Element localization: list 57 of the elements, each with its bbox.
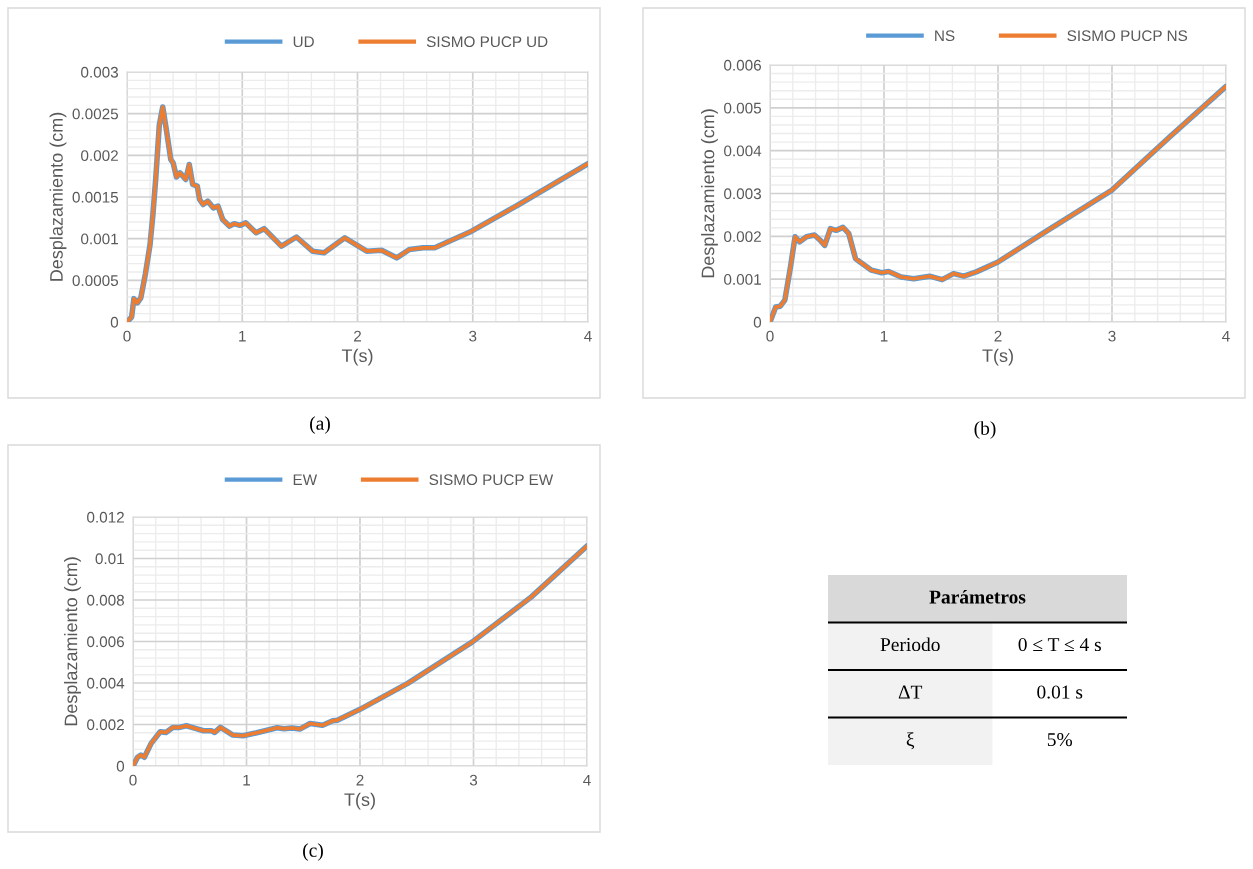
y-tick-label: 0.006 (724, 59, 761, 71)
legend-label: SISMO PUCP NS (1067, 30, 1188, 42)
legend-label: SISMO PUCP EW (429, 474, 554, 486)
x-tick-label: 4 (1222, 330, 1230, 342)
legend-label: UD (293, 36, 314, 48)
text: ξ (906, 732, 915, 750)
y-tick-label: 0.008 (87, 594, 125, 606)
text: ΔT (898, 685, 923, 699)
text: Parámetros (929, 589, 1026, 604)
x-tick-label: 4 (583, 774, 591, 786)
y-tick-label: 0.012 (87, 511, 124, 523)
text: Periodo (880, 637, 940, 652)
text: (b) (974, 421, 996, 439)
x-tick-label: 3 (1108, 330, 1116, 342)
y-tick-label: 0.005 (724, 102, 762, 114)
x-tick-label: 0 (766, 330, 774, 342)
y-tick-label: 0.004 (724, 145, 762, 157)
y-tick-label: 0.0005 (72, 275, 119, 287)
y-tick-label: 0.01 (95, 553, 124, 565)
legend-label: SISMO PUCP UD (426, 36, 548, 48)
y-tick-label: 0.002 (87, 719, 124, 731)
x-axis-title: T(s) (344, 792, 375, 810)
y-axis-title: Desplazamiento (cm) (64, 557, 81, 726)
y-tick-label: 0.003 (81, 66, 118, 78)
y-tick-label: 0.001 (81, 233, 118, 245)
text: 0 ≤ T ≤ 4 s (1018, 638, 1101, 652)
x-tick-label: 4 (584, 330, 592, 342)
y-tick-label: 0.002 (81, 150, 118, 162)
y-tick-label: 0.006 (87, 636, 124, 648)
y-tick-label: 0.001 (724, 274, 761, 285)
text: (c) (303, 843, 323, 861)
y-tick-label: 0.0015 (72, 191, 119, 203)
y-tick-label: 0 (753, 316, 762, 328)
legend-label: EW (293, 474, 318, 485)
y-tick-label: 0.0025 (72, 108, 119, 120)
x-tick-label: 1 (243, 774, 250, 786)
x-axis-title: T(s) (982, 348, 1013, 366)
text: 0.01 s (1037, 685, 1083, 699)
x-tick-label: 1 (239, 330, 246, 342)
text: 5% (1047, 733, 1073, 747)
legend-label: NS (935, 30, 955, 42)
x-tick-label: 1 (880, 330, 888, 342)
text: (a) (310, 416, 330, 434)
y-tick-label: 0 (116, 760, 125, 772)
y-tick-label: 0 (110, 316, 119, 328)
x-tick-label: 0 (129, 774, 137, 786)
y-axis-title: Desplazamiento (cm) (701, 109, 718, 278)
x-tick-label: 3 (469, 330, 477, 342)
x-tick-label: 2 (354, 330, 361, 342)
x-axis-title: T(s) (341, 348, 373, 366)
x-tick-label: 2 (994, 330, 1002, 342)
y-tick-label: 0.004 (87, 677, 125, 689)
y-axis-title: Desplazamiento (cm) (49, 112, 67, 281)
y-tick-label: 0.003 (724, 188, 761, 200)
x-tick-label: 2 (356, 774, 364, 786)
x-tick-label: 3 (469, 774, 478, 786)
y-tick-label: 0.002 (724, 231, 761, 243)
